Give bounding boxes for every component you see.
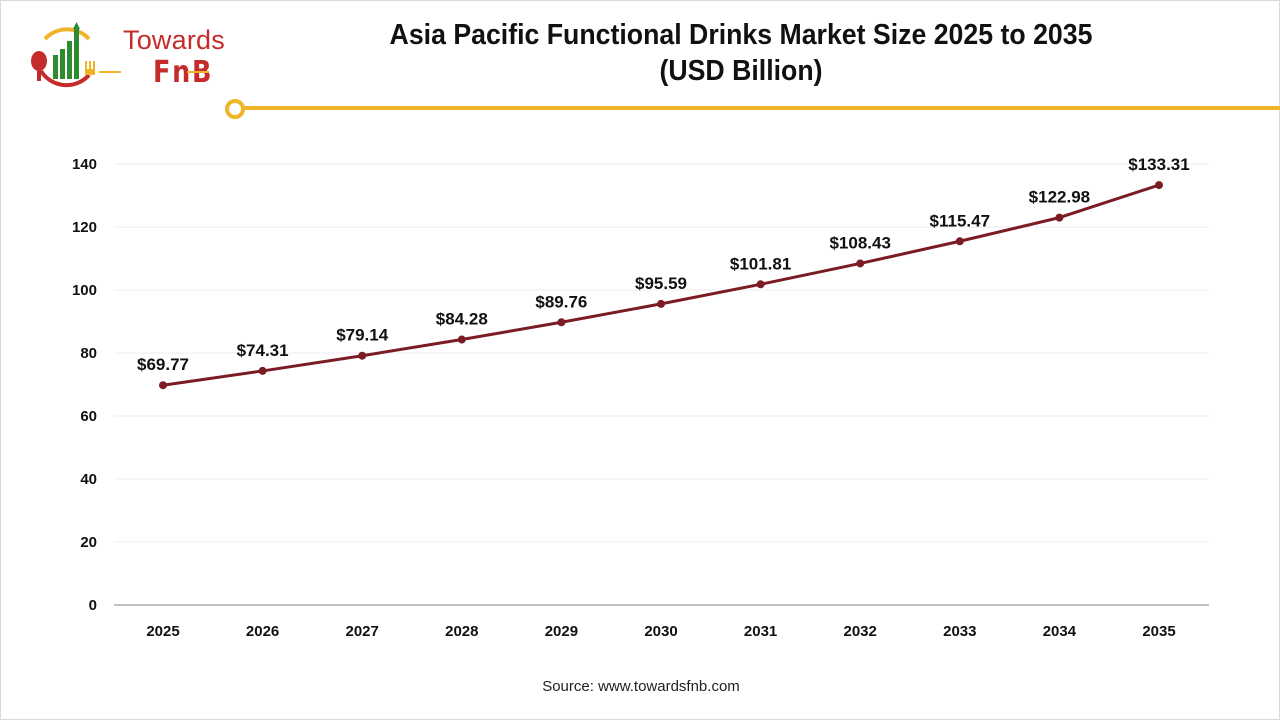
accent-divider: [237, 106, 1280, 110]
data-label: $89.76: [535, 292, 587, 311]
data-label: $69.77: [137, 355, 189, 374]
x-tick-label: 2030: [644, 623, 677, 640]
data-point: [856, 259, 865, 268]
x-tick-label: 2035: [1142, 623, 1175, 640]
x-tick-label: 2034: [1043, 623, 1077, 640]
x-tick-label: 2028: [445, 623, 478, 640]
x-tick-label: 2025: [146, 623, 179, 640]
data-point: [358, 351, 367, 360]
data-point: [159, 381, 167, 390]
y-tick-label: 0: [89, 597, 97, 614]
data-label: $115.47: [930, 211, 991, 230]
data-label: $122.98: [1029, 188, 1090, 207]
chart-plate-icon: [31, 22, 95, 88]
x-tick-label: 2029: [545, 623, 578, 640]
brand-name-top: Towards: [123, 25, 225, 55]
data-label: $84.28: [436, 310, 488, 329]
data-label: $101.81: [730, 254, 791, 273]
logo-dash-right: [187, 71, 209, 73]
data-point: [1155, 181, 1163, 190]
chart-title-line1: Asia Pacific Functional Drinks Market Si…: [389, 19, 1093, 51]
data-point: [756, 280, 765, 289]
data-label: $108.43: [829, 233, 890, 252]
chart-title: Asia Pacific Functional Drinks Market Si…: [336, 17, 1146, 89]
logo-dash-left: [99, 71, 121, 73]
x-tick-label: 2031: [744, 623, 777, 640]
data-label: $133.31: [1128, 155, 1189, 174]
brand-logo: Towards FnB: [27, 19, 225, 91]
chart-title-line2: (USD Billion): [659, 55, 823, 87]
source-note: Source: www.towardsfnb.com: [542, 678, 740, 695]
data-point: [955, 237, 964, 246]
y-tick-label: 140: [72, 156, 97, 173]
data-point: [457, 335, 466, 344]
y-tick-label: 100: [72, 282, 97, 299]
accent-ring-icon: [225, 99, 245, 119]
x-tick-label: 2032: [844, 623, 877, 640]
x-tick-label: 2033: [943, 623, 976, 640]
y-tick-label: 40: [80, 471, 97, 488]
data-point: [557, 318, 566, 327]
y-tick-label: 80: [80, 345, 97, 362]
x-tick-label: 2027: [346, 623, 379, 640]
data-label: $79.14: [336, 326, 389, 345]
data-label: $95.59: [635, 274, 687, 293]
y-tick-label: 20: [80, 534, 97, 551]
data-point: [657, 299, 665, 308]
x-tick-label: 2026: [246, 623, 279, 640]
data-point: [1055, 213, 1064, 222]
data-point: [258, 366, 267, 375]
y-tick-label: 60: [80, 408, 97, 425]
y-tick-label: 120: [72, 219, 97, 236]
data-label: $74.31: [237, 341, 289, 360]
